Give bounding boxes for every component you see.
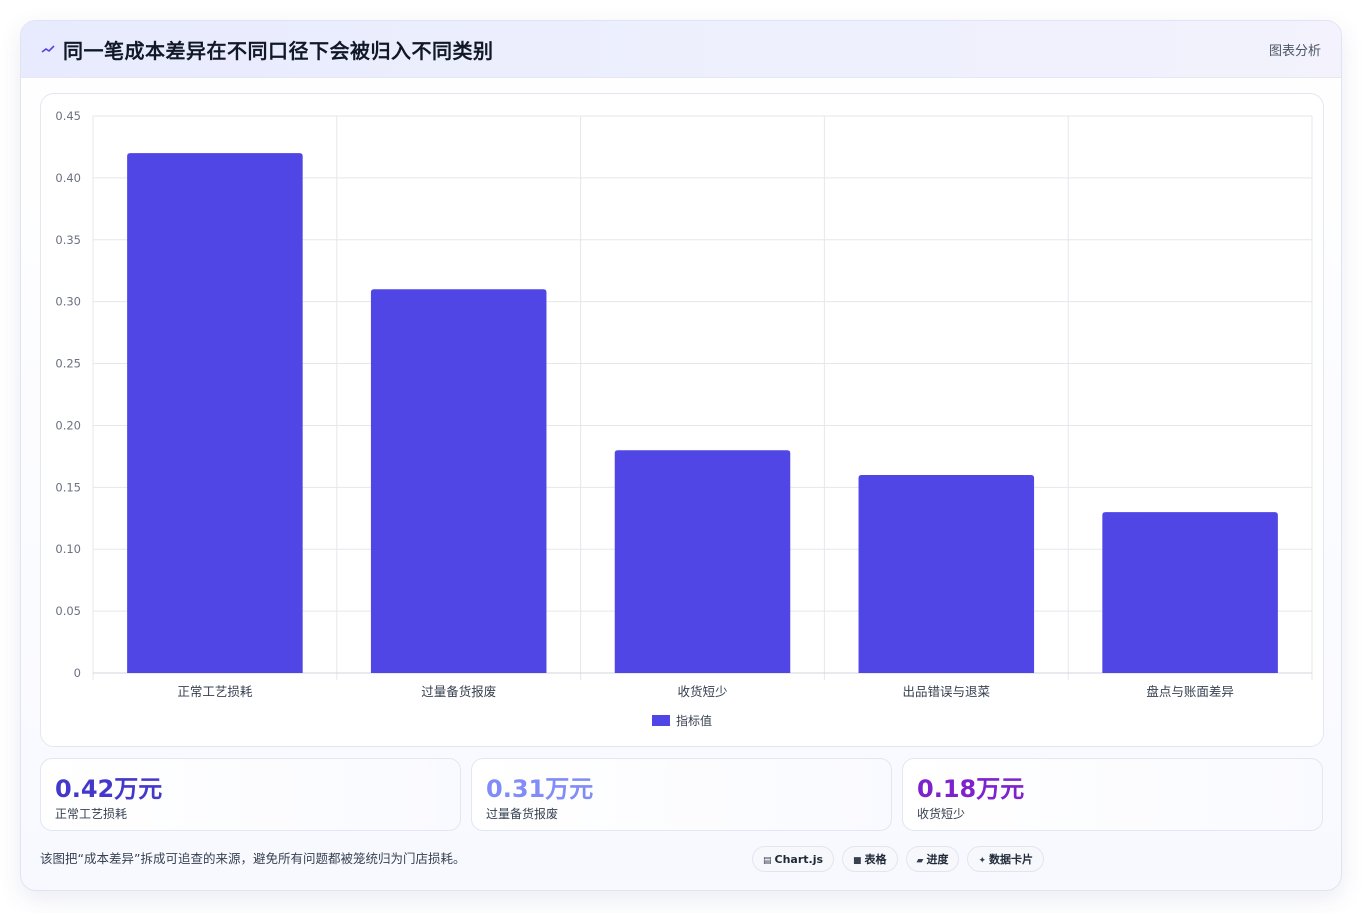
chip-label: 表格: [864, 853, 887, 866]
bar: [127, 153, 303, 674]
page-title: 同一笔成本差异在不同口径下会被归入不同类别: [63, 39, 494, 63]
chart-icon: ▤: [763, 856, 772, 866]
chip-label: 数据卡片: [989, 853, 1034, 866]
progress-icon: ▰: [916, 856, 924, 866]
bar-chart: 0 0.05 0.10 0.15 0.20 0.25 0.30 0.35 0.40 0.45 正常工…: [55, 109, 1313, 699]
kpi-card: 0.42万元 正常工艺损耗: [40, 758, 461, 831]
bar: [370, 289, 547, 673]
y-tick-label: 0.25: [55, 357, 81, 371]
card-header: 同一笔成本差异在不同口径下会被归入不同类别 图表分析: [21, 21, 1341, 78]
y-tick-label: 0.35: [55, 233, 81, 247]
bar: [614, 450, 791, 673]
y-tick-label: 0.15: [55, 480, 81, 494]
kpi-label: 收货短少: [917, 807, 966, 821]
y-tick-label: 0.20: [55, 418, 81, 432]
kpi-label: 正常工艺损耗: [55, 807, 128, 821]
table-icon: ■: [853, 856, 862, 866]
y-tick-label: 0.45: [55, 109, 81, 123]
chip-data-card[interactable]: ✦ 数据卡片: [967, 846, 1045, 872]
kpi-card: 0.31万元 过量备货报废: [471, 758, 892, 831]
chart-card: 同一笔成本差异在不同口径下会被归入不同类别 图表分析 0 0.05 0.10 0.15…: [20, 20, 1342, 891]
kpi-value: 0.42万元: [55, 775, 163, 803]
x-tick-label: 收货短少: [677, 684, 727, 699]
kpi-card: 0.18万元 收货短少: [902, 758, 1323, 831]
chart-legend[interactable]: 指标值: [652, 712, 713, 728]
y-tick-label: 0.40: [55, 171, 81, 185]
y-tick-label: 0.10: [55, 542, 81, 556]
y-tick-label: 0.30: [55, 295, 81, 309]
chip-group: ▤ Chart.js ■ 表格 ▰ 进度 ✦ 数据卡片: [752, 846, 1052, 872]
bar: [1102, 512, 1278, 673]
y-tick-label: 0: [74, 666, 81, 680]
chart-note: 该图把“成本差异”拆成可追查的来源，避免所有问题都被笼统归为门店损耗。: [40, 851, 466, 866]
chart-panel: 0 0.05 0.10 0.15 0.20 0.25 0.30 0.35 0.40 0.45 正常工…: [40, 93, 1324, 747]
kpi-value: 0.31万元: [486, 775, 594, 803]
chip-chartjs[interactable]: ▤ Chart.js: [752, 846, 835, 872]
chip-table[interactable]: ■ 表格: [842, 846, 898, 872]
chip-label: Chart.js: [774, 853, 824, 866]
x-tick-label: 过量备货报废: [421, 684, 496, 699]
x-tick-label: 出品错误与退菜: [903, 684, 991, 699]
chip-progress[interactable]: ▰ 进度: [905, 846, 960, 872]
y-tick-label: 0.05: [55, 604, 81, 618]
x-tick-label: 盘点与账面差异: [1146, 684, 1234, 699]
x-tick-label: 正常工艺损耗: [177, 684, 253, 699]
chip-label: 进度: [926, 853, 949, 866]
legend-swatch: [652, 715, 670, 726]
kpi-value: 0.18万元: [917, 775, 1025, 803]
trend-line-icon: [41, 40, 55, 58]
card-icon: ✦: [978, 856, 987, 866]
legend-label: 指标值: [676, 714, 713, 728]
bar: [858, 474, 1035, 673]
chart-analysis-tag: 图表分析: [1268, 44, 1321, 59]
kpi-label: 过量备货报废: [486, 807, 559, 821]
